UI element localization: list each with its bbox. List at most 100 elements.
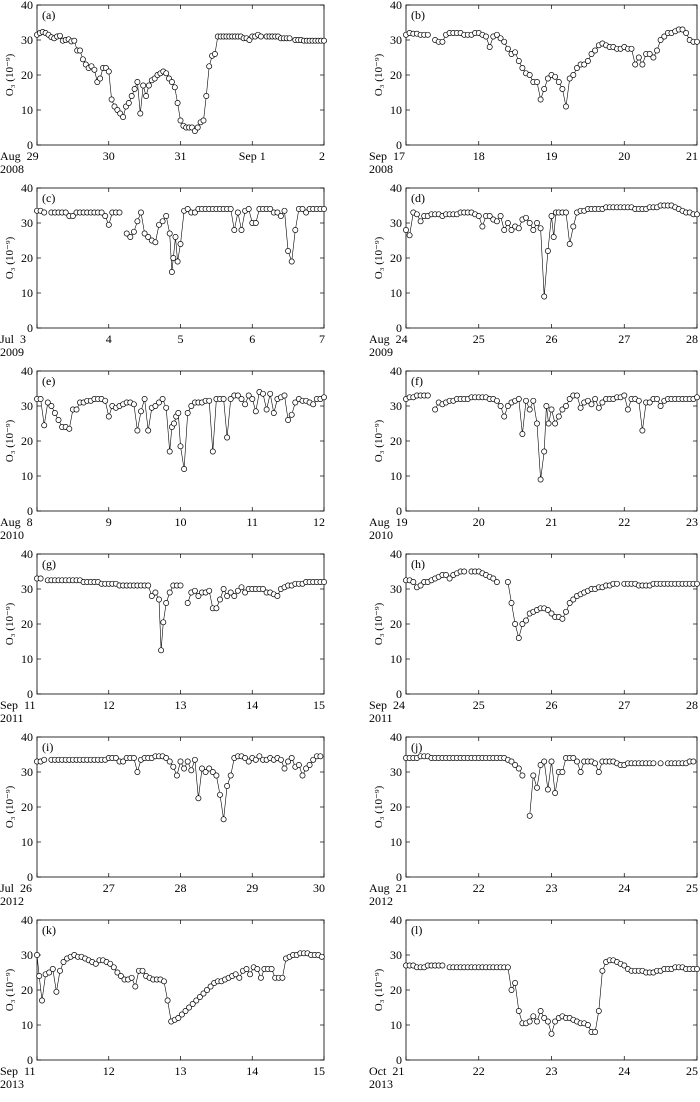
- x-tick-label: 29: [246, 881, 258, 895]
- y-tick-label: 10: [390, 469, 402, 483]
- data-point: [164, 997, 171, 1004]
- data-point: [497, 35, 504, 42]
- data-point: [181, 765, 188, 772]
- y-tick-label: 30: [21, 765, 33, 779]
- data-point: [288, 258, 295, 265]
- x-tick-label: Aug 21: [369, 881, 408, 895]
- data-point: [143, 93, 150, 99]
- data-point: [534, 420, 540, 427]
- y-tick-label: 20: [21, 434, 33, 448]
- data-point: [595, 769, 602, 775]
- chart-panel-e: 0 10 20 30 40 Aug 8 9 10 11 12 2010 (e) O₃ (10⁻⁹): [0, 364, 327, 542]
- data-point: [137, 110, 144, 117]
- y-tick-label: 30: [390, 765, 402, 779]
- data-point: [174, 100, 181, 106]
- data-point: [168, 79, 175, 85]
- data-point: [48, 403, 55, 409]
- data-point: [195, 593, 202, 599]
- data-point: [493, 397, 500, 404]
- data-point: [145, 582, 152, 589]
- x-tick-label: 10: [175, 515, 187, 529]
- data-point: [256, 753, 263, 760]
- data-point: [694, 394, 700, 401]
- data-point: [116, 209, 123, 216]
- data-point: [621, 392, 628, 399]
- data-point: [544, 75, 551, 82]
- data-point: [238, 396, 245, 402]
- panel-label: (f): [411, 374, 423, 388]
- data-point: [624, 406, 631, 413]
- data-point: [177, 443, 184, 450]
- data-point: [209, 769, 216, 775]
- data-point: [73, 406, 80, 413]
- x-tick-label: 14: [246, 698, 258, 712]
- data-point: [175, 1015, 182, 1021]
- data-point: [285, 758, 292, 765]
- year-label: 2009: [369, 345, 393, 359]
- data-point: [175, 410, 182, 416]
- data-point: [134, 769, 141, 775]
- data-point: [537, 1008, 544, 1014]
- data-point: [321, 37, 327, 44]
- data-point: [548, 213, 555, 219]
- data-point: [310, 756, 317, 763]
- data-point: [206, 765, 213, 772]
- data-point: [193, 997, 200, 1004]
- y-tick-label: 40: [390, 0, 402, 12]
- data-point: [512, 621, 519, 627]
- data-point: [130, 401, 137, 408]
- x-tick-label: 31: [175, 149, 187, 163]
- panel-label: (c): [42, 191, 55, 205]
- data-point: [563, 403, 569, 409]
- x-tick-label: Sep 1: [239, 149, 266, 163]
- y-tick-label: 10: [21, 652, 33, 666]
- data-point: [188, 403, 195, 409]
- data-point: [550, 234, 557, 240]
- x-tick-label: Sep 11: [0, 1064, 36, 1078]
- data-point: [534, 79, 540, 85]
- data-point: [508, 987, 515, 993]
- data-point: [563, 608, 569, 615]
- data-point: [679, 26, 686, 33]
- data-point: [515, 1008, 522, 1014]
- y-tick-label: 0: [396, 1053, 402, 1067]
- data-point: [543, 403, 550, 409]
- chart-panel-j: 0 10 20 30 40 Aug 21 22 23 24 25 2012 (j) O₃ (10⁻⁹): [369, 730, 698, 908]
- y-tick-label: 10: [390, 835, 402, 849]
- year-label: 2010: [0, 528, 24, 542]
- panel-label: (e): [42, 374, 55, 388]
- ozone-series-line: [36, 31, 324, 132]
- y-axis-label: O₃ (10⁻⁹): [373, 53, 385, 96]
- y-tick-label: 40: [390, 181, 402, 195]
- data-point: [504, 579, 511, 585]
- data-point: [134, 79, 141, 85]
- data-point: [141, 396, 148, 402]
- data-point: [196, 994, 203, 1000]
- data-point: [504, 403, 511, 409]
- data-point: [231, 593, 238, 599]
- y-tick-label: 30: [390, 399, 402, 413]
- data-point: [182, 1008, 189, 1014]
- x-tick-label: Sep 17: [369, 149, 405, 163]
- data-point: [130, 228, 137, 235]
- data-point: [555, 79, 562, 85]
- plot-frame: [36, 187, 325, 329]
- data-point: [46, 969, 53, 976]
- data-point: [181, 466, 188, 472]
- data-point: [200, 990, 207, 997]
- chart-panel-k: 0 10 20 30 40 Sep 11 12 13 14 15 2013 (k) O₃ (10⁻⁹): [0, 913, 325, 1091]
- y-axis-label: O₃ (10⁻⁹): [4, 968, 16, 1011]
- panel-label: (l): [411, 923, 422, 937]
- y-axis-label: O₃ (10⁻⁹): [373, 419, 385, 462]
- plot-frame: [36, 919, 325, 1061]
- data-point: [508, 600, 515, 606]
- chart-panel-c: 0 10 20 30 40 Jul 3 4 5 6 7 2009 (c) O₃ (10⁻⁹): [0, 181, 327, 359]
- data-point: [163, 600, 170, 606]
- data-point: [544, 1018, 551, 1025]
- data-point: [152, 403, 159, 409]
- data-point: [413, 211, 420, 218]
- data-point: [161, 978, 167, 985]
- y-tick-label: 20: [390, 800, 402, 814]
- x-tick-label: 24: [618, 881, 630, 895]
- data-point: [534, 1018, 540, 1025]
